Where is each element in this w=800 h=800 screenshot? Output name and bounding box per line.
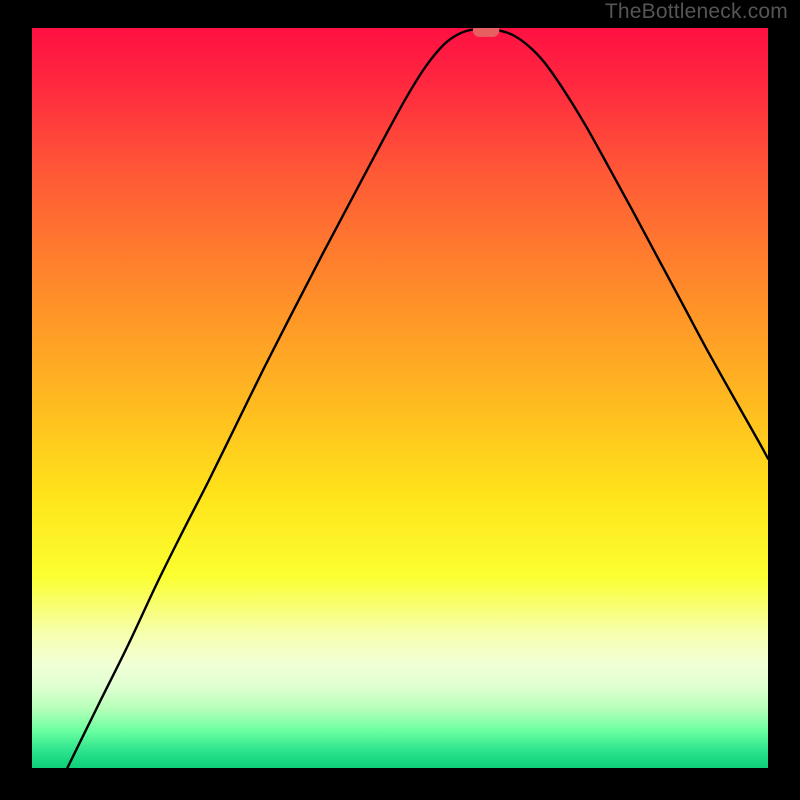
optimal-marker	[473, 28, 500, 37]
bottleneck-curve	[67, 29, 768, 768]
watermark-label: TheBottleneck.com	[605, 0, 788, 24]
plot-area	[32, 28, 768, 768]
curve-layer	[32, 28, 768, 768]
figure-container: TheBottleneck.com	[0, 0, 800, 800]
